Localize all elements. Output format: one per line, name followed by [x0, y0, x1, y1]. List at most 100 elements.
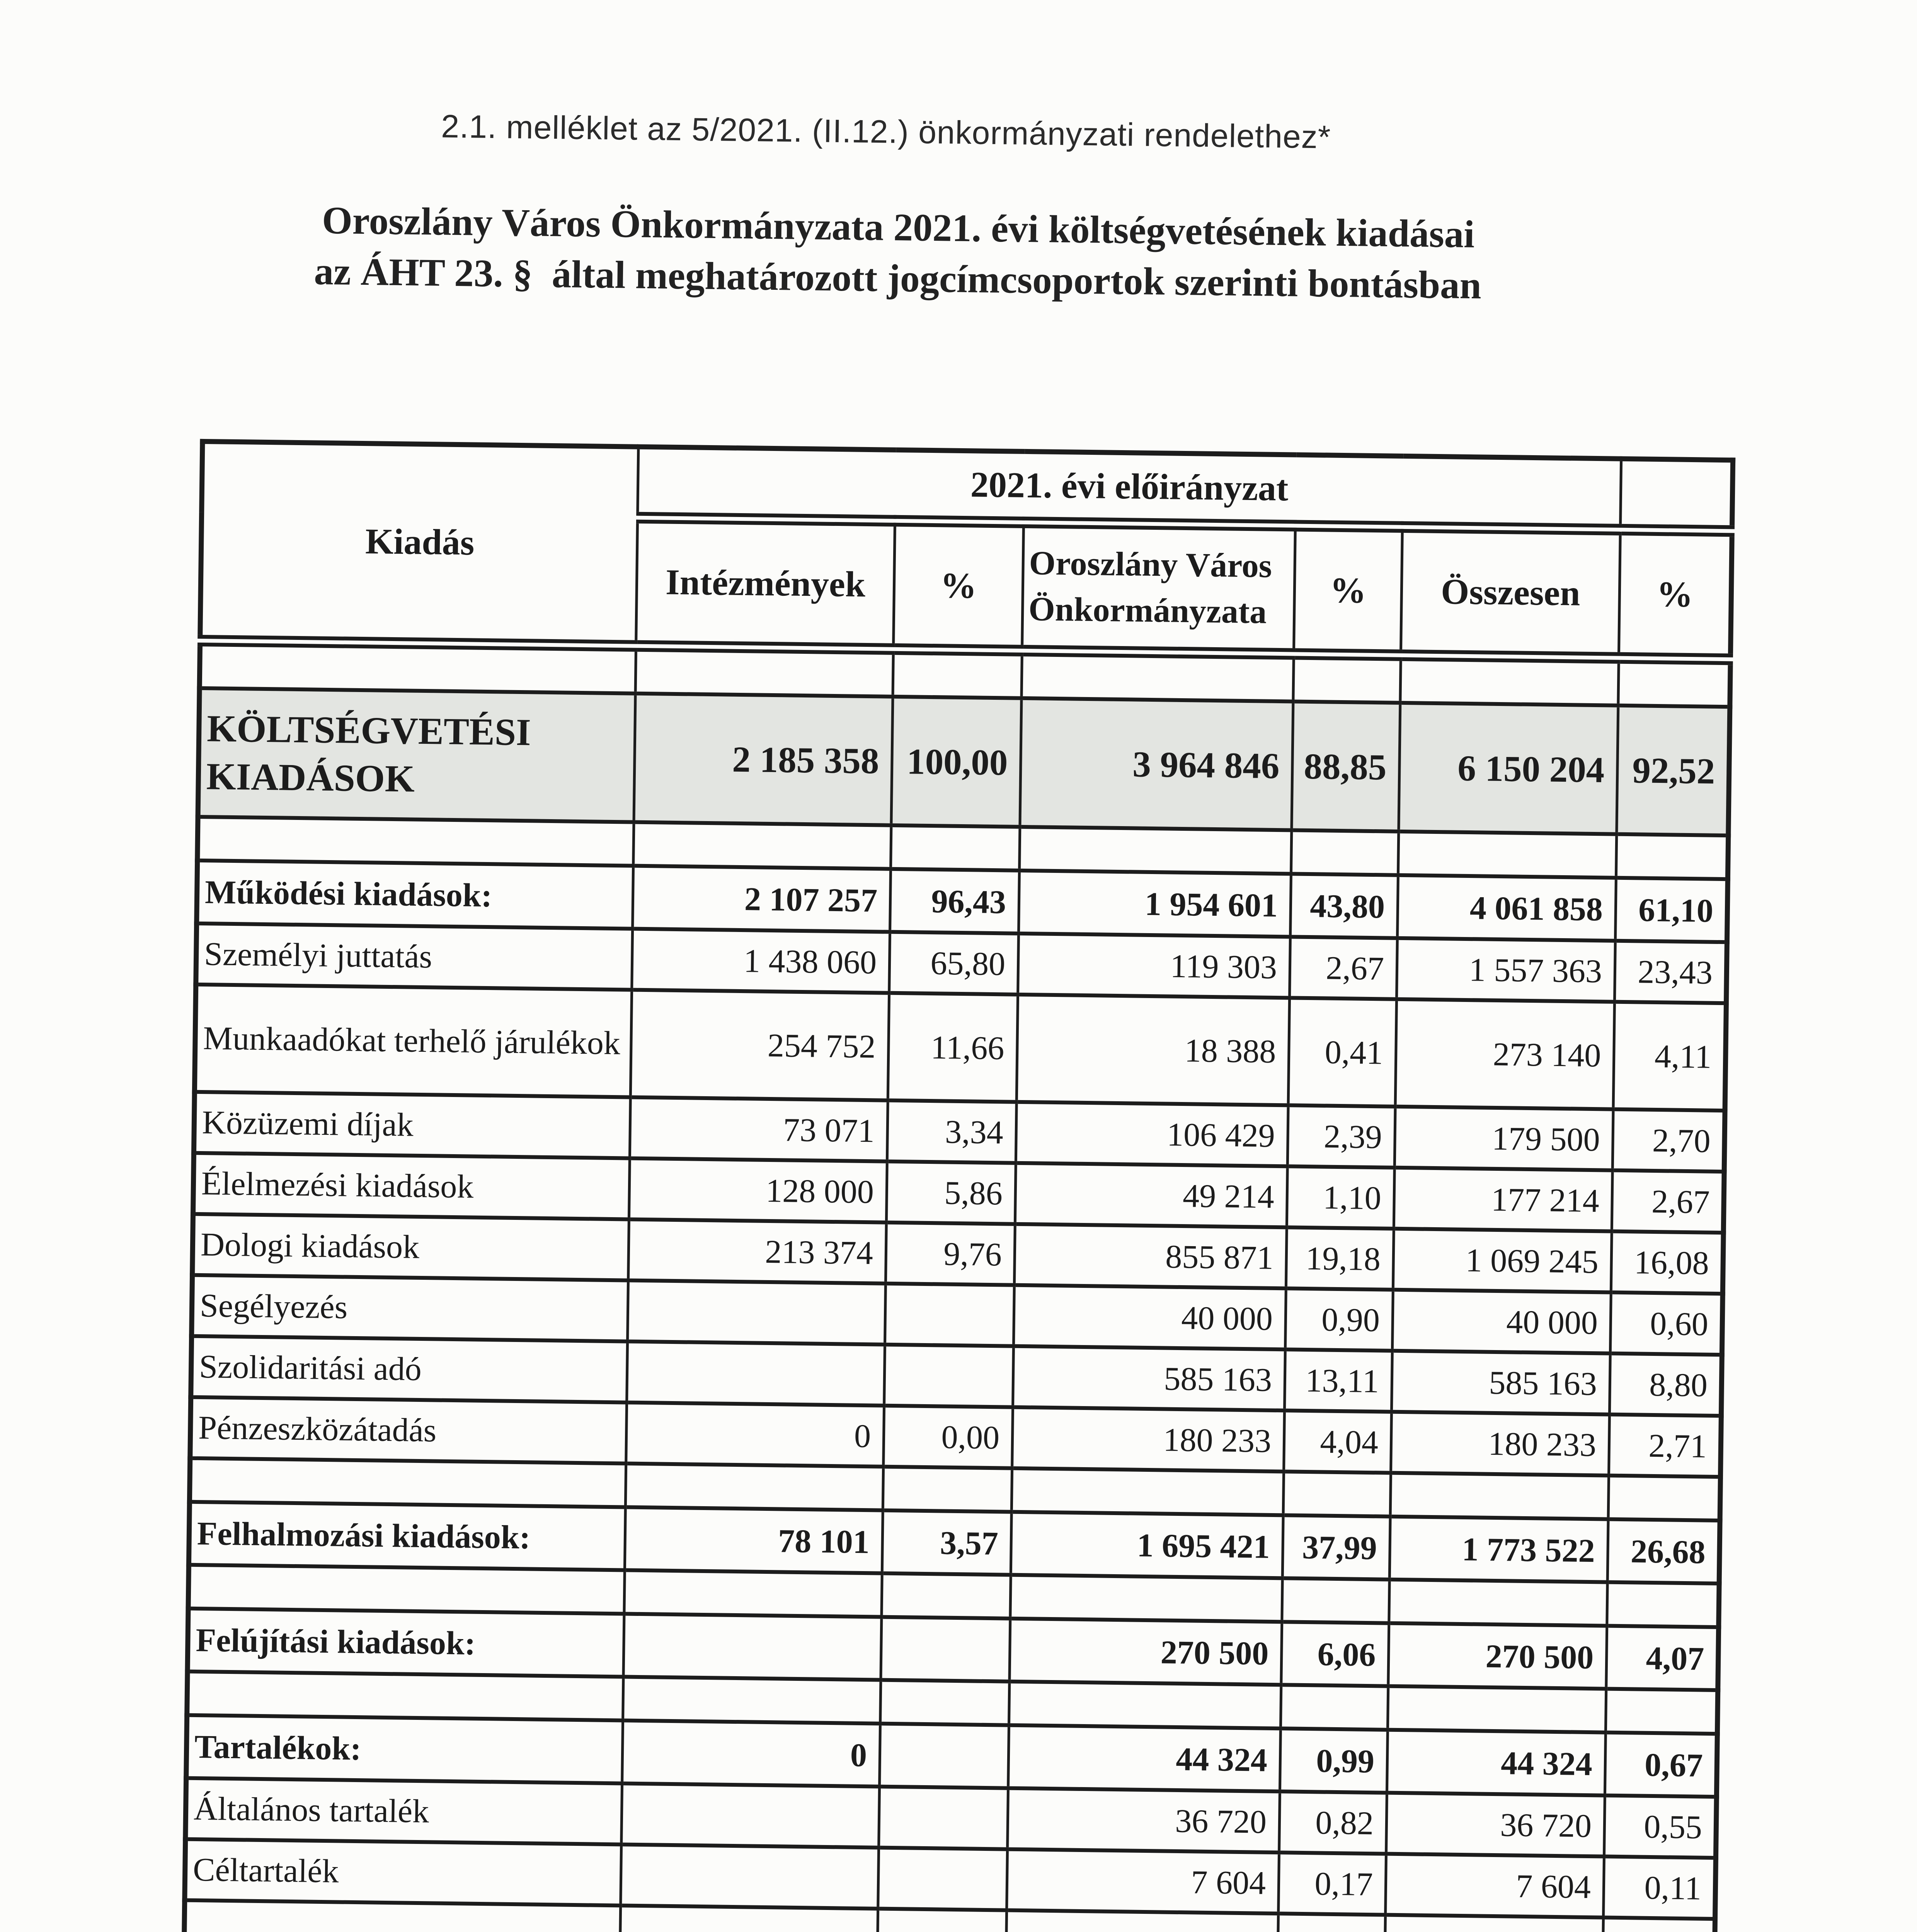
table-header: Kiadás 2021. évi előirányzat Intézmények… — [200, 441, 1733, 660]
row-value: 0,55 — [1604, 1795, 1717, 1858]
row-label: Munkaadókat terhelő járulékok — [194, 984, 632, 1097]
row-value: 2,67 — [1289, 937, 1398, 999]
row-label: Általános tartalék — [185, 1778, 622, 1845]
row-value: 13,11 — [1284, 1349, 1393, 1412]
row-value — [621, 1783, 880, 1848]
row-value: 270 500 — [1388, 1623, 1607, 1689]
row-value — [627, 1341, 885, 1406]
row-value: 4 061 858 — [1397, 875, 1616, 941]
column-header-empty-top — [1620, 459, 1733, 531]
row-label: Pénzeszközátadás — [190, 1397, 627, 1464]
row-value — [1282, 1578, 1390, 1623]
row-value: 106 429 — [1016, 1102, 1289, 1167]
row-value — [1019, 827, 1292, 874]
row-label: Közüzemi díjak — [194, 1092, 631, 1158]
row-value: 11,66 — [888, 993, 1018, 1102]
row-value: 1 954 601 — [1018, 870, 1291, 937]
row-value: 2,67 — [1612, 1170, 1725, 1233]
row-value: 26,68 — [1607, 1519, 1720, 1584]
row-value: 96,43 — [890, 869, 1020, 934]
row-value — [1618, 658, 1731, 707]
row-value: 36 720 — [1386, 1793, 1605, 1857]
row-value: 2,71 — [1609, 1414, 1721, 1477]
row-value: 4,07 — [1606, 1626, 1719, 1690]
row-label: Szolidaritási adó — [191, 1336, 628, 1403]
row-value — [1278, 1913, 1386, 1932]
row-value — [877, 1908, 1007, 1932]
row-value: 0,17 — [1278, 1852, 1386, 1915]
column-header-percent-2: % — [1294, 526, 1403, 655]
row-value: 180 233 — [1391, 1412, 1610, 1476]
row-value — [1603, 1917, 1715, 1932]
row-value: 6 150 204 — [1398, 702, 1618, 834]
row-value — [1400, 655, 1619, 706]
row-value: 61,10 — [1615, 878, 1728, 942]
row-label — [187, 1671, 623, 1721]
row-label — [184, 1900, 621, 1932]
row-value: 23,43 — [1614, 940, 1727, 1003]
row-value: 73 071 — [630, 1097, 888, 1162]
row-value: 1,10 — [1287, 1166, 1395, 1229]
row-value: 180 233 — [1012, 1407, 1285, 1472]
table-row: Munkaadókat terhelő járulékok 254 752 11,6… — [194, 984, 1726, 1111]
row-value — [880, 1617, 1010, 1682]
row-value: 78 101 — [625, 1507, 883, 1573]
row-value — [880, 1680, 1010, 1725]
row-value — [1010, 1575, 1283, 1622]
row-label: Segélyezés — [191, 1275, 628, 1342]
row-label — [189, 1458, 626, 1507]
row-value: 16,08 — [1611, 1231, 1724, 1294]
row-value — [884, 1344, 1014, 1407]
row-value: 254 752 — [630, 990, 889, 1100]
row-value: 1 695 421 — [1011, 1512, 1284, 1578]
row-label: KÖLTSÉGVETÉSI KIADÁSOK — [198, 688, 636, 822]
row-value — [1011, 1468, 1284, 1515]
row-value: 43,80 — [1290, 874, 1398, 938]
row-value — [1385, 1915, 1604, 1932]
row-value — [1283, 1471, 1391, 1517]
row-value — [1605, 1689, 1718, 1734]
row-value: 585 163 — [1013, 1346, 1285, 1411]
row-value: 44 324 — [1008, 1725, 1281, 1792]
row-value: 0,00 — [883, 1405, 1013, 1468]
row-value: 0 — [626, 1402, 884, 1467]
row-value: 3 964 846 — [1020, 698, 1293, 830]
row-value — [1390, 1473, 1609, 1519]
row-value — [1291, 830, 1399, 875]
row-value: 0,90 — [1285, 1288, 1393, 1351]
row-value: 88,85 — [1291, 701, 1400, 832]
row-value: 37,99 — [1282, 1515, 1391, 1580]
row-value — [627, 1280, 886, 1345]
column-header-kiadas: Kiadás — [200, 441, 638, 646]
row-value: 7 604 — [1385, 1854, 1604, 1918]
row-label: Felújítási kiadások: — [187, 1608, 624, 1677]
row-value — [635, 646, 894, 697]
row-value: 92,52 — [1616, 705, 1730, 836]
row-value — [1389, 1579, 1608, 1626]
row-value — [890, 825, 1020, 871]
row-value: 65,80 — [889, 932, 1019, 995]
row-value — [633, 822, 891, 869]
row-value: 1 069 245 — [1393, 1228, 1612, 1293]
column-header-osszesen: Összesen — [1401, 527, 1621, 658]
row-value: 2,70 — [1612, 1109, 1725, 1172]
row-value — [1280, 1685, 1388, 1730]
row-value: 19,18 — [1286, 1227, 1394, 1290]
row-label: Céltartalék — [184, 1839, 621, 1906]
row-value: 4,04 — [1284, 1410, 1392, 1473]
column-header-onkormanyzat: Oroszlány Város Önkormányzata — [1022, 522, 1296, 654]
row-value: 585 163 — [1391, 1350, 1611, 1415]
row-value: 128 000 — [629, 1158, 887, 1223]
row-value — [878, 1847, 1008, 1910]
budget-table: Kiadás 2021. évi előirányzat Intézmények… — [172, 439, 1736, 1932]
row-label — [199, 640, 636, 694]
row-value — [1398, 831, 1617, 878]
row-value — [885, 1283, 1015, 1346]
row-value: 2 107 257 — [632, 866, 891, 932]
row-value: 6,06 — [1281, 1622, 1389, 1686]
row-value: 177 214 — [1394, 1167, 1613, 1231]
row-value — [620, 1905, 878, 1932]
row-value: 0,11 — [1603, 1856, 1716, 1919]
row-label — [197, 816, 634, 866]
row-value: 0,82 — [1279, 1791, 1387, 1854]
